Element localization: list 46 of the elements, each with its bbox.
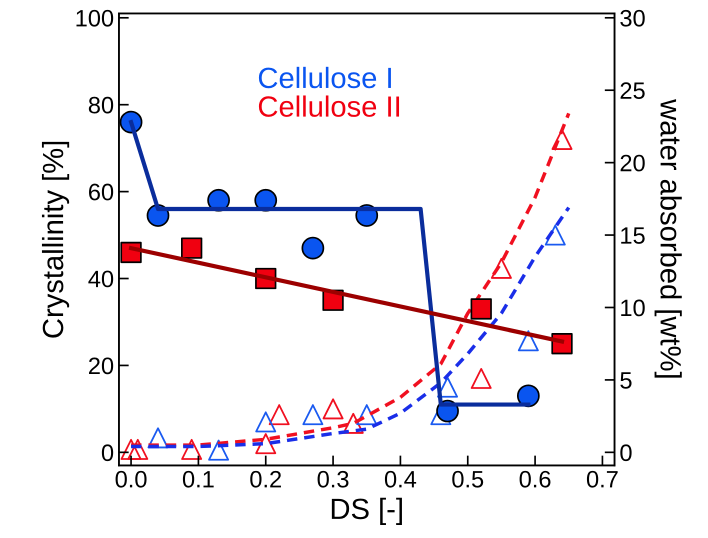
point <box>356 404 378 426</box>
y-tick-label: 100 <box>76 10 114 27</box>
y2-tick-label: 25 <box>620 82 645 100</box>
y2-axis-title: water absorbed [wt%] <box>654 99 682 378</box>
point <box>268 404 290 426</box>
y-tick-label: 80 <box>88 96 114 114</box>
point <box>322 398 344 420</box>
point <box>127 438 148 460</box>
x-tick-label: 0.1 <box>182 470 214 488</box>
x-tick-label: 0.7 <box>586 470 618 488</box>
point <box>516 384 540 408</box>
point <box>342 412 364 434</box>
y-tick-label: 0 <box>102 444 114 462</box>
y-tick-label: 60 <box>89 184 114 200</box>
point <box>255 411 276 432</box>
point <box>302 404 324 426</box>
point <box>518 330 539 352</box>
point <box>302 236 324 260</box>
y-tick-label: 20 <box>89 357 114 374</box>
point <box>120 438 142 460</box>
y2-tick-label: 5 <box>620 372 632 389</box>
point <box>437 376 458 398</box>
point <box>490 258 512 279</box>
point <box>255 433 276 454</box>
x-axis-title: DS [-] <box>332 498 402 525</box>
x-tick-label: 0.4 <box>384 470 416 488</box>
point <box>470 298 492 320</box>
point <box>544 224 566 246</box>
x-tick-label: 0.5 <box>452 470 484 488</box>
y2-tick-label: 15 <box>621 227 645 244</box>
y2-tick-label: 10 <box>621 300 645 316</box>
point <box>181 438 202 460</box>
x-tick-label: 0.6 <box>520 470 550 488</box>
x-tick-label: 0.0 <box>116 470 147 488</box>
y2-tick-label: 20 <box>620 154 645 172</box>
text: Cellulose I <box>258 66 391 88</box>
x-tick-label: 0.2 <box>250 470 281 488</box>
y2-tick-label: 30 <box>620 10 645 27</box>
x-tick-label: 0.3 <box>318 470 348 488</box>
y-axis-title: Crystallinity [%] <box>42 142 70 338</box>
point <box>181 237 202 259</box>
y-tick-label: 40 <box>88 270 114 288</box>
point <box>470 368 492 389</box>
y2-tick-label: 0 <box>620 444 632 462</box>
point <box>208 440 230 461</box>
text: Cellulose II <box>258 95 400 117</box>
